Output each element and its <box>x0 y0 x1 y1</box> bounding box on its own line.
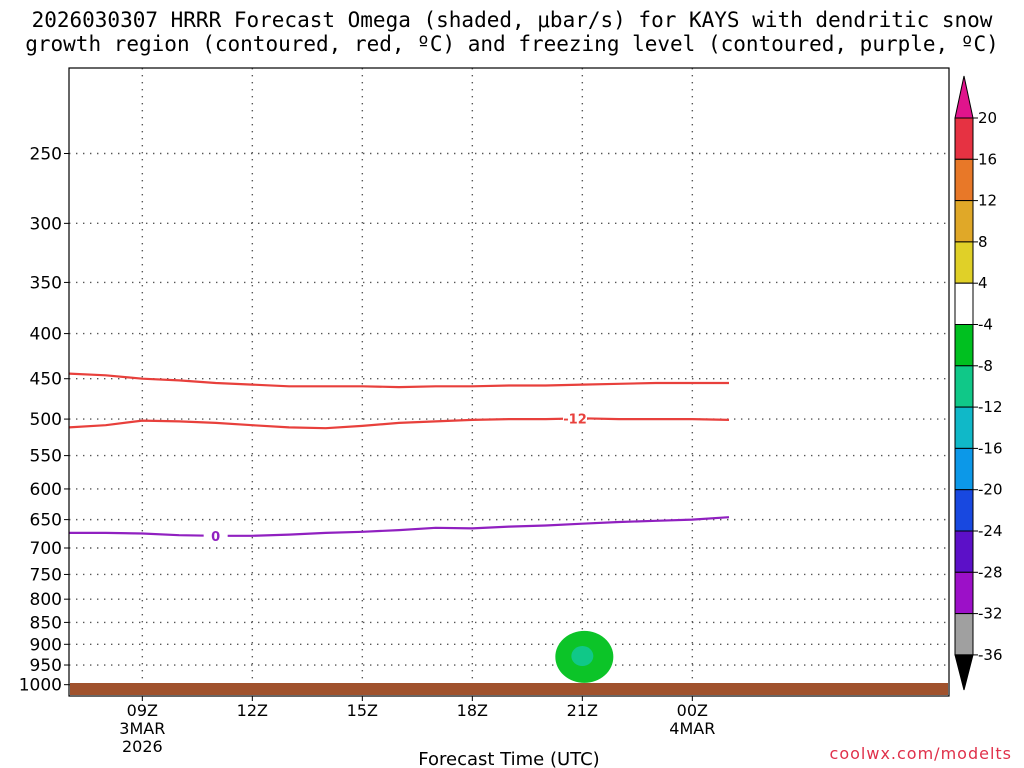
x-tick-label: 2026 <box>122 737 163 756</box>
surface-terrain-band <box>70 683 948 695</box>
contour-label: 0 <box>211 530 220 545</box>
x-tick-label: 18Z <box>457 701 488 720</box>
contour-freezing-level <box>69 516 730 537</box>
x-tick-label: 21Z <box>567 701 598 720</box>
y-tick-label: 1000 <box>19 676 62 696</box>
y-tick-label: 400 <box>30 325 62 345</box>
colorbar-top-arrow <box>954 75 974 119</box>
colorbar-label: 16 <box>978 150 997 168</box>
contour-label: -12 <box>563 412 587 427</box>
y-tick-label: 850 <box>30 613 62 633</box>
colorbar-segment <box>954 489 974 532</box>
colorbar-segment <box>954 324 974 367</box>
colorbar-segment <box>954 613 974 656</box>
plot-frame <box>68 67 950 697</box>
colorbar-label: -36 <box>978 646 1003 664</box>
credit-text: coolwx.com/modelts <box>829 744 1012 763</box>
colorbar-label: 12 <box>978 192 997 210</box>
y-tick-label: 750 <box>30 565 62 585</box>
colorbar-segment <box>954 200 974 243</box>
y-tick-label: 700 <box>30 539 62 559</box>
y-tick-label: 900 <box>30 635 62 655</box>
chart-title-line-1: 2026030307 HRRR Forecast Omega (shaded, … <box>31 8 993 32</box>
colorbar-segment <box>954 406 974 449</box>
y-tick-label: 600 <box>30 480 62 500</box>
x-tick-label: 4MAR <box>669 719 715 738</box>
colorbar-label: -28 <box>978 563 1003 581</box>
colorbar-label: -4 <box>978 316 993 334</box>
y-tick-label: 450 <box>30 370 62 390</box>
y-tick-label: 650 <box>30 511 62 531</box>
colorbar-label: -12 <box>978 398 1003 416</box>
colorbar-label: -24 <box>978 522 1003 540</box>
y-tick-label: 250 <box>30 144 62 164</box>
y-tick-label: 800 <box>30 590 62 610</box>
y-axis: 2503003504004505005506006507007508008509… <box>19 144 69 696</box>
colorbar-segment <box>954 158 974 202</box>
colorbar-segment <box>954 447 974 491</box>
y-tick-label: 300 <box>30 214 62 234</box>
colorbar-segment <box>954 571 974 615</box>
colorbar-label: -32 <box>978 605 1003 623</box>
y-tick-label: 550 <box>30 447 62 467</box>
contour-dgz-lower <box>68 417 730 430</box>
x-tick-label: 3MAR <box>119 719 165 738</box>
contour-label-bg <box>203 527 228 544</box>
omega-blob <box>571 646 594 667</box>
colorbar-segment <box>954 241 974 284</box>
x-tick-label: 00Z <box>677 701 708 720</box>
colorbar-label: 4 <box>978 274 988 292</box>
x-tick-label: 12Z <box>237 701 268 720</box>
x-axis-label: Forecast Time (UTC) <box>418 749 599 768</box>
colorbar-label: -16 <box>978 439 1003 457</box>
contours: -12 0 <box>68 372 730 545</box>
colorbar: 20 16 12 8 4 -4 -8 -12 -16 -20 -24 -28 -32 -36 <box>954 75 1003 691</box>
colorbar-segment <box>954 282 974 326</box>
colorbar-segment <box>954 530 974 573</box>
chart-title-line-2: growth region (contoured, red, ºC) and f… <box>25 32 999 56</box>
colorbar-label: 20 <box>978 109 997 127</box>
contour-dgz-upper <box>68 372 729 389</box>
colorbar-label: -20 <box>978 481 1003 499</box>
x-tick-label: 15Z <box>347 701 378 720</box>
colorbar-segment <box>954 365 974 408</box>
x-tick-label: 09Z <box>127 701 158 720</box>
colorbar-label: 8 <box>978 233 988 251</box>
colorbar-bottom-arrow <box>954 654 974 691</box>
colorbar-label: -8 <box>978 357 993 375</box>
y-tick-label: 350 <box>30 273 62 293</box>
contour-label-bg <box>563 410 587 427</box>
omega-shading <box>555 630 614 683</box>
y-tick-label: 500 <box>30 410 62 430</box>
colorbar-segment <box>954 117 974 160</box>
y-tick-label: 950 <box>30 656 62 676</box>
